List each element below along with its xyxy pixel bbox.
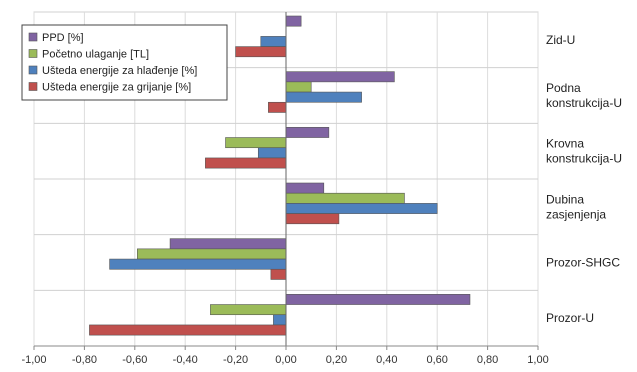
- legend-swatch: [28, 32, 38, 42]
- category-label-line: Podna: [546, 81, 581, 95]
- bar: [235, 46, 287, 58]
- bar: [285, 192, 405, 204]
- x-tick-label: -0,40: [173, 354, 198, 366]
- bar: [285, 127, 330, 138]
- legend-box: [21, 24, 228, 101]
- category-label: Dubina zasjenjenja: [546, 192, 606, 221]
- x-tick-label: 0,60: [426, 354, 447, 366]
- category-label-line: Prozor-U: [546, 311, 594, 325]
- bar: [257, 147, 287, 159]
- legend-entry: Početno ulaganje [TL]: [42, 49, 149, 61]
- category-label: Podna konstrukcija-U: [546, 81, 622, 110]
- category-label-line: Zid-U: [546, 33, 575, 47]
- bar: [273, 314, 287, 326]
- category-label-line: zasjenjenja: [546, 207, 606, 221]
- bar: [285, 213, 340, 225]
- bar: [285, 15, 302, 27]
- category-label: Zid-U: [546, 33, 575, 47]
- category-label-line: Krovna: [546, 137, 584, 151]
- bar: [225, 137, 287, 149]
- chart-bars: [89, 12, 471, 346]
- x-tick-label: 0,80: [477, 354, 498, 366]
- bar: [89, 324, 287, 336]
- bar: [285, 81, 312, 93]
- x-tick-label: 0,40: [376, 354, 397, 366]
- bar: [109, 258, 287, 270]
- legend-entry: Ušteda energije za hlađenje [%]: [42, 65, 197, 77]
- category-label-line: konstrukcija-U: [546, 96, 622, 110]
- x-tick-label: 0,20: [326, 354, 347, 366]
- x-tick-label: -0,80: [72, 354, 97, 366]
- legend-swatch: [28, 49, 38, 58]
- bar: [285, 203, 438, 214]
- bar: [285, 294, 471, 305]
- bar: [285, 91, 362, 103]
- bar: [268, 101, 287, 113]
- legend-swatch: [28, 65, 38, 75]
- bar: [169, 238, 287, 250]
- category-label: Krovna konstrukcija-U: [546, 137, 622, 166]
- x-tick-label: 1,00: [527, 354, 548, 366]
- bar: [260, 36, 287, 47]
- x-tick-label: 0,00: [275, 354, 296, 366]
- bar: [270, 268, 287, 280]
- bar: [210, 304, 287, 316]
- legend-entry: PPD [%]: [42, 32, 84, 44]
- legend-entry: Ušteda energije za grijanje [%]: [42, 82, 191, 94]
- bar: [137, 248, 287, 260]
- x-tick-label: -0,60: [122, 354, 147, 366]
- legend-swatch: [28, 82, 38, 91]
- chart-legend: PPD [%] Početno ulaganje [TL] Ušteda energ…: [21, 24, 228, 101]
- category-label-line: Dubina: [546, 192, 584, 206]
- x-tick-label: -0,20: [223, 354, 248, 366]
- category-label: Prozor-U: [546, 311, 594, 325]
- x-axis: -1,00 -0,80 -0,60 -0,40 -0,20 0,00 0,20 0,40 0,6…: [21, 345, 549, 366]
- category-label-line: Prozor-SHGC: [546, 256, 620, 270]
- bar: [285, 182, 325, 194]
- x-tick-label: -1,00: [21, 354, 46, 366]
- bar: [285, 71, 395, 83]
- bar: [205, 157, 287, 169]
- category-label-line: konstrukcija-U: [546, 152, 622, 166]
- category-label: Prozor-SHGC: [546, 256, 620, 270]
